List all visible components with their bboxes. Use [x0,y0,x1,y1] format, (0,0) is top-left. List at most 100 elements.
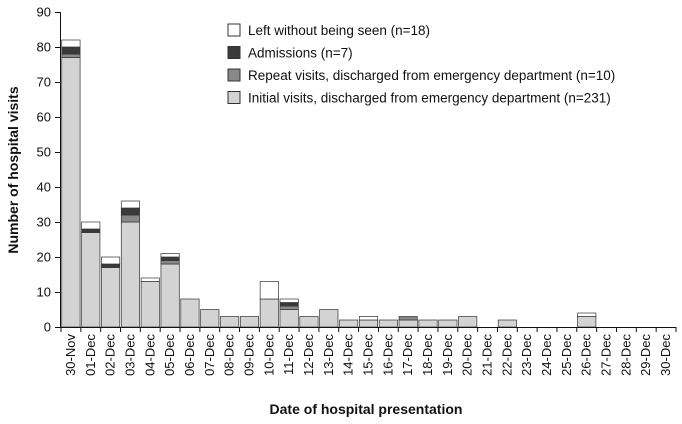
bar-15-dec-series-0 [358,319,379,328]
bar-03-dec-series-2 [120,207,140,216]
y-axis-title: Number of hospital visits [5,86,21,253]
y-tick-label: 0 [44,320,51,335]
bar-19-dec-series-0 [438,319,458,328]
bar-10-dec-series-0 [259,298,279,328]
x-tick-label-03-dec: 03-Dec [122,334,137,376]
x-tick-label-11-dec: 11-Dec [281,334,296,375]
legend: Left without being seen (n=18) Admissions… [227,23,615,106]
x-tick-label-09-dec: 09-Dec [241,334,256,376]
x-tick-label-04-dec: 04-Dec [142,334,157,376]
legend-label-repeat-visits-discharged-from-emergency-department: Repeat visits, discharged from emergency… [248,68,615,83]
bar-30-nov-series-0 [61,57,81,328]
bar-11-dec-series-2 [279,302,299,307]
bar-26-dec-series-0 [577,316,597,328]
bar-14-dec-series-0 [339,319,359,328]
x-tick-label-10-dec: 10-Dec [261,334,276,376]
bar-16-dec-series-0 [378,319,398,328]
x-tick-label-02-dec: 02-Dec [103,334,118,376]
x-tick-label-20-dec: 20-Dec [460,334,475,376]
bar-30-nov-series-3 [61,39,81,48]
x-tick-label-13-dec: 13-Dec [321,334,336,376]
bar-11-dec-series-0 [279,309,299,328]
x-tick-label-22-dec: 22-Dec [499,334,514,376]
y-tick-label: 10 [37,285,51,300]
y-tick-label: 60 [37,110,51,125]
bar-01-dec-series-3 [81,221,101,230]
bar-18-dec-series-0 [418,319,438,328]
legend-label-left-without-being-seen: Left without being seen (n=18) [248,23,430,38]
legend-label-initial-visits-discharged-from-emergency-department: Initial visits, discharged from emergenc… [248,91,611,106]
bar-02-dec-series-2 [101,263,121,268]
x-tick-label-29-dec: 29-Dec [638,334,653,376]
bar-12-dec-series-0 [299,316,319,328]
bar-05-dec-series-3 [160,253,180,258]
bar-01-dec-series-2 [81,228,101,233]
bar-05-dec-series-0 [160,263,180,328]
legend-swatch-left-without-being-seen [227,23,241,37]
x-tick-label-06-dec: 06-Dec [182,334,197,376]
bar-02-dec-series-0 [101,267,121,328]
legend-swatch-initial-visits-discharged-from-emergency-department [227,91,241,104]
bar-15-dec-series-3 [358,316,379,321]
x-tick-label-25-dec: 25-Dec [559,334,574,376]
x-tick-label-23-dec: 23-Dec [519,334,534,376]
bar-10-dec-series-3 [259,281,279,300]
x-tick-label-16-dec: 16-Dec [380,334,395,376]
x-tick-label-30-nov: 30-Nov [63,334,78,376]
x-tick-label-19-dec: 19-Dec [440,334,455,376]
x-tick-label-21-dec: 21-Dec [480,334,495,376]
bar-13-dec-series-0 [319,309,339,328]
x-tick-label-27-dec: 27-Dec [599,334,614,376]
legend-swatch-admissions [227,46,241,59]
y-tick-label: 80 [37,40,51,55]
bar-30-nov-series-2 [61,46,81,55]
bar-05-dec-series-1 [160,260,180,265]
axes-layer [60,12,676,328]
bars-layer [61,39,597,328]
x-tick-label-08-dec: 08-Dec [222,334,237,376]
bar-02-dec-series-3 [101,256,121,265]
bar-22-dec-series-0 [497,319,517,328]
y-tick-label: 40 [37,180,51,195]
bar-01-dec-series-0 [81,232,101,328]
bar-03-dec-series-1 [120,214,140,223]
y-tick-label: 30 [37,215,51,230]
bar-03-dec-series-3 [120,200,140,209]
bar-07-dec-series-0 [200,309,220,328]
y-tick-label: 70 [37,75,51,90]
y-tick-label: 50 [37,145,51,160]
bar-26-dec-series-3 [577,312,597,317]
bar-11-dec-series-3 [279,298,299,303]
legend-label-admissions: Admissions (n=7) [248,46,353,61]
bar-17-dec-series-1 [398,316,418,321]
x-tick-label-30-dec: 30-Dec [658,334,673,376]
x-tick-label-26-dec: 26-Dec [579,334,594,376]
bar-08-dec-series-0 [220,316,240,328]
bar-06-dec-series-0 [180,298,200,328]
bar-05-dec-series-2 [160,256,180,261]
x-tick-label-15-dec: 15-Dec [361,334,376,376]
bar-09-dec-series-0 [239,316,259,328]
x-ticks: 30-Nov 01-Dec 02-Dec 03-Dec 04-Dec 05-Dec 06-D… [60,327,677,376]
x-tick-label-07-dec: 07-Dec [202,334,217,376]
x-tick-label-12-dec: 12-Dec [301,334,316,376]
bar-11-dec-series-1 [279,305,299,310]
x-tick-label-18-dec: 18-Dec [420,334,435,376]
y-tick-label: 90 [37,5,51,20]
x-tick-label-17-dec: 17-Dec [400,334,415,376]
legend-swatch-repeat-visits-discharged-from-emergency-department [227,68,241,82]
x-tick-label-28-dec: 28-Dec [618,334,633,376]
y-tick-label: 20 [37,250,51,265]
x-axis-title: Date of hospital presentation [270,401,463,417]
bar-04-dec-series-3 [140,277,160,282]
x-tick-label-05-dec: 05-Dec [162,334,177,376]
bar-20-dec-series-0 [458,316,478,328]
bar-17-dec-series-0 [398,319,418,328]
y-ticks: 0 10 20 30 40 50 60 70 80 90 [37,5,61,335]
x-tick-label-24-dec: 24-Dec [539,334,554,376]
bar-03-dec-series-0 [120,221,140,328]
x-tick-label-14-dec: 14-Dec [341,334,356,376]
bar-04-dec-series-0 [140,281,160,328]
x-tick-label-01-dec: 01-Dec [83,334,98,376]
